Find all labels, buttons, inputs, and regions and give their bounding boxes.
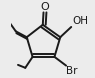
Text: O: O xyxy=(41,2,49,12)
Text: OH: OH xyxy=(72,16,88,26)
Text: Br: Br xyxy=(66,66,78,76)
